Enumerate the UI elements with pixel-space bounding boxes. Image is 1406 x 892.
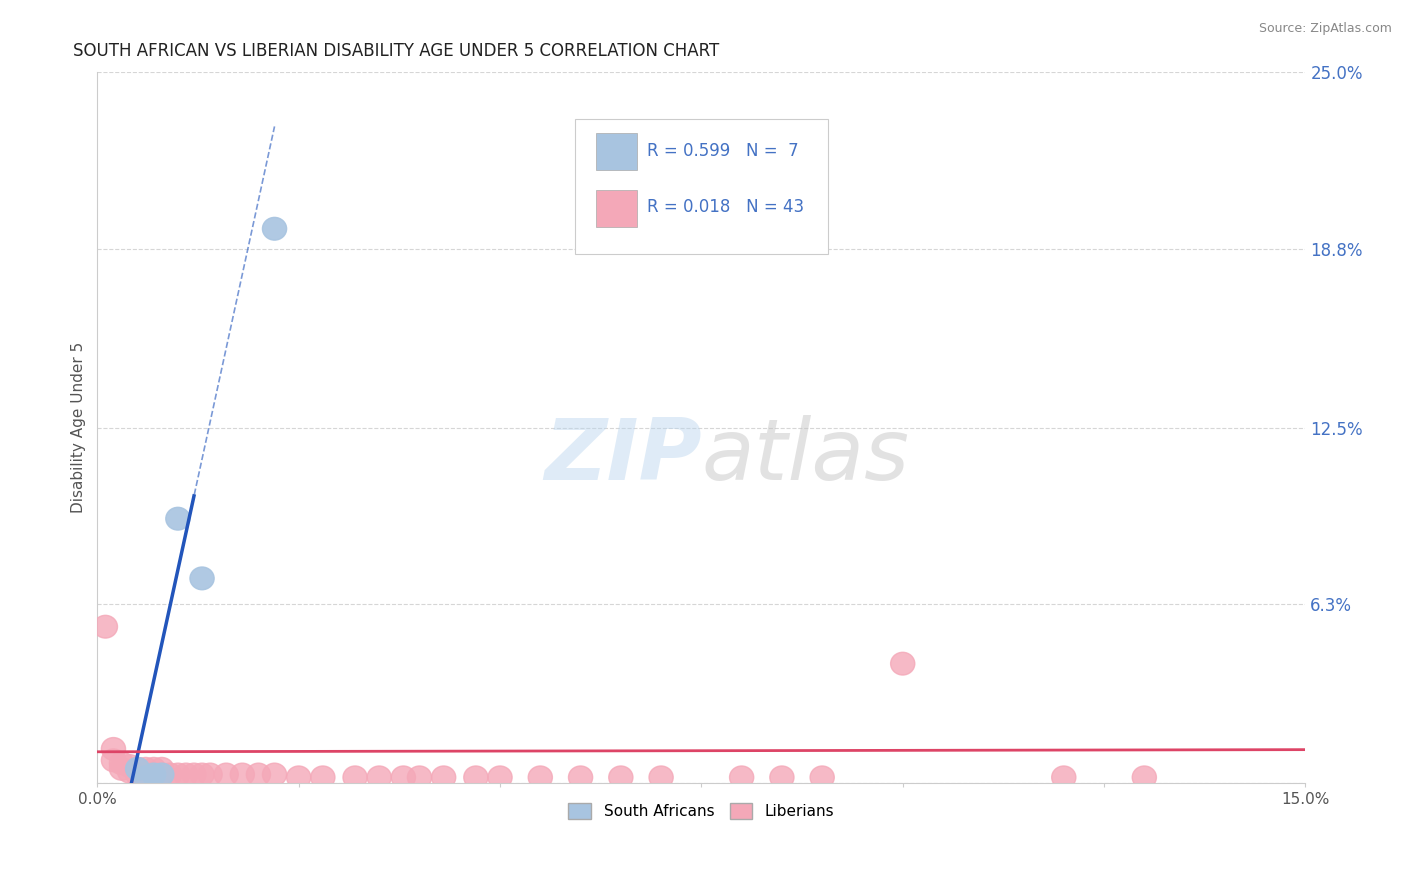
Ellipse shape <box>110 752 134 774</box>
Ellipse shape <box>118 760 142 783</box>
Ellipse shape <box>311 766 335 789</box>
Ellipse shape <box>231 764 254 786</box>
Ellipse shape <box>101 749 125 772</box>
Ellipse shape <box>142 764 166 786</box>
Ellipse shape <box>101 738 125 760</box>
Text: SOUTH AFRICAN VS LIBERIAN DISABILITY AGE UNDER 5 CORRELATION CHART: SOUTH AFRICAN VS LIBERIAN DISABILITY AGE… <box>73 42 720 60</box>
Ellipse shape <box>142 757 166 780</box>
Ellipse shape <box>93 615 118 638</box>
FancyBboxPatch shape <box>596 190 637 227</box>
Ellipse shape <box>149 757 174 780</box>
Ellipse shape <box>134 766 157 789</box>
Ellipse shape <box>263 218 287 240</box>
Ellipse shape <box>174 764 198 786</box>
Ellipse shape <box>1132 766 1156 789</box>
Text: Source: ZipAtlas.com: Source: ZipAtlas.com <box>1258 22 1392 36</box>
Ellipse shape <box>367 766 391 789</box>
Ellipse shape <box>134 757 157 780</box>
Ellipse shape <box>214 764 238 786</box>
Ellipse shape <box>125 757 149 780</box>
Text: ZIP: ZIP <box>544 415 702 498</box>
Ellipse shape <box>246 764 270 786</box>
Ellipse shape <box>730 766 754 789</box>
Ellipse shape <box>488 766 512 789</box>
Ellipse shape <box>125 764 149 786</box>
Ellipse shape <box>287 766 311 789</box>
Ellipse shape <box>181 764 207 786</box>
FancyBboxPatch shape <box>596 133 637 169</box>
Text: atlas: atlas <box>702 415 910 498</box>
Ellipse shape <box>650 766 673 789</box>
Ellipse shape <box>1052 766 1076 789</box>
Ellipse shape <box>110 757 134 780</box>
Y-axis label: Disability Age Under 5: Disability Age Under 5 <box>72 343 86 514</box>
FancyBboxPatch shape <box>575 119 828 253</box>
Ellipse shape <box>464 766 488 789</box>
Ellipse shape <box>890 652 915 675</box>
Ellipse shape <box>408 766 432 789</box>
Ellipse shape <box>770 766 794 789</box>
Legend: South Africans, Liberians: South Africans, Liberians <box>562 797 841 825</box>
Ellipse shape <box>190 764 214 786</box>
Ellipse shape <box>810 766 834 789</box>
Ellipse shape <box>149 764 174 786</box>
Text: R = 0.018   N = 43: R = 0.018 N = 43 <box>647 198 804 217</box>
Ellipse shape <box>343 766 367 789</box>
Ellipse shape <box>166 508 190 530</box>
Ellipse shape <box>190 567 214 590</box>
Ellipse shape <box>166 764 190 786</box>
Ellipse shape <box>529 766 553 789</box>
Ellipse shape <box>432 766 456 789</box>
Ellipse shape <box>142 764 166 786</box>
Ellipse shape <box>157 764 181 786</box>
Ellipse shape <box>263 764 287 786</box>
Ellipse shape <box>125 757 149 780</box>
Ellipse shape <box>568 766 593 789</box>
Ellipse shape <box>118 755 142 777</box>
Ellipse shape <box>391 766 415 789</box>
Text: R = 0.599   N =  7: R = 0.599 N = 7 <box>647 142 799 160</box>
Ellipse shape <box>149 764 174 786</box>
Ellipse shape <box>609 766 633 789</box>
Ellipse shape <box>198 764 222 786</box>
